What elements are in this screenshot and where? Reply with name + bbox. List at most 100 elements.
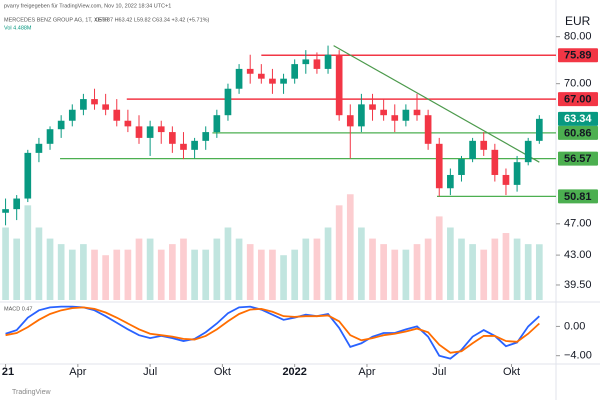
volume-bar	[424, 238, 432, 300]
candle-body	[358, 104, 365, 127]
candle-body	[235, 68, 243, 89]
volume-bar	[447, 227, 454, 300]
volume-bar	[502, 233, 510, 300]
candle-body	[424, 115, 432, 144]
title: MERCEDES BENZ GROUP AG, 1T, XETR	[4, 17, 109, 23]
level-label: 60.86	[564, 127, 592, 139]
volume-bar	[169, 244, 176, 300]
volume-bar	[224, 227, 232, 300]
volume-bar	[135, 238, 143, 300]
level-label: 56.57	[564, 153, 592, 165]
candle-body	[480, 140, 488, 150]
candle-body	[502, 174, 510, 185]
volume-bar	[302, 238, 310, 300]
volume-bar	[102, 255, 109, 300]
x-tick-label: Apr	[69, 366, 86, 378]
last-price-label: 63.34	[564, 113, 592, 125]
candle-body	[302, 59, 310, 65]
volume-bar	[57, 244, 65, 300]
candle-body	[447, 174, 454, 189]
volume-bar	[35, 227, 43, 300]
volume-bar	[513, 238, 521, 300]
y-tick-label: 39.50	[564, 279, 592, 291]
candle-body	[380, 109, 387, 116]
volume-text: Vol 4.488M	[4, 25, 32, 31]
trendline	[333, 45, 540, 163]
candle-body	[458, 159, 465, 175]
candle-body	[324, 54, 332, 69]
volume-bar	[113, 249, 121, 300]
candle-body	[313, 59, 321, 69]
volume-bar	[46, 238, 54, 300]
candle-body	[346, 115, 354, 127]
candle-body	[202, 132, 210, 141]
volume-bar	[24, 205, 32, 300]
volume-bar	[413, 244, 421, 300]
candle-body	[102, 104, 109, 110]
volume-bar	[380, 244, 387, 300]
volume-bar	[269, 249, 276, 300]
candle-body	[68, 109, 76, 121]
volume-bar	[257, 249, 265, 300]
volume-bar	[324, 227, 332, 300]
footer: TradingView	[12, 389, 51, 396]
candle-body	[413, 109, 421, 116]
candle-body	[280, 78, 287, 84]
volume-bar	[157, 249, 165, 300]
volume-bar	[80, 244, 87, 300]
candle-body	[124, 120, 132, 127]
candle-body	[269, 78, 276, 84]
volume-bar	[402, 249, 410, 300]
candle-body	[402, 109, 410, 121]
volume-bar	[191, 249, 198, 300]
level-badge	[558, 92, 598, 107]
level-label: 67.00	[564, 93, 592, 105]
volume-bar	[458, 238, 465, 300]
volume-bar	[469, 244, 476, 300]
candle-body	[13, 198, 21, 210]
candle-body	[24, 152, 32, 199]
x-tick-label: Apr	[358, 366, 375, 378]
candle-body	[524, 140, 532, 163]
candle-body	[513, 162, 521, 185]
volume-bar	[358, 227, 365, 300]
candle-body	[535, 118, 543, 141]
volume-bar	[124, 249, 132, 300]
currency: EUR	[565, 14, 591, 28]
volume-bar	[2, 227, 9, 300]
candle-body	[435, 143, 443, 189]
volume-bar	[480, 249, 488, 300]
y-tick-label: 80.00	[564, 31, 592, 43]
candle-body	[35, 143, 43, 153]
x-tick-label: 2022	[282, 366, 306, 378]
candle-body	[46, 129, 54, 144]
volume-bar	[391, 249, 399, 300]
level-label: 50.81	[564, 191, 592, 203]
candle-body	[2, 209, 9, 213]
candle-body	[391, 115, 399, 121]
macd-text: MACD 0.47	[4, 306, 32, 312]
volume-bar	[246, 244, 254, 300]
volume-bar	[491, 238, 499, 300]
candle-body	[80, 99, 87, 110]
last-price-badge	[558, 111, 598, 126]
macd-line	[5, 305, 540, 360]
candle-body	[157, 126, 165, 133]
volume-bar	[180, 238, 187, 300]
candle-body	[113, 109, 121, 121]
volume-bar	[369, 238, 376, 300]
volume-bar	[91, 249, 98, 300]
volume-bar	[202, 249, 210, 300]
level-label: 75.89	[564, 50, 592, 62]
x-tick-label: Okt	[214, 366, 231, 378]
candle-body	[57, 120, 65, 130]
level-badge	[558, 125, 598, 140]
volume-bar	[313, 238, 321, 300]
candle-body	[491, 149, 499, 175]
candle-body	[469, 140, 476, 160]
y-tick-label: 70.00	[564, 78, 592, 90]
level-badge	[558, 151, 598, 166]
volume-bar	[524, 244, 532, 300]
candle-body	[224, 88, 232, 116]
